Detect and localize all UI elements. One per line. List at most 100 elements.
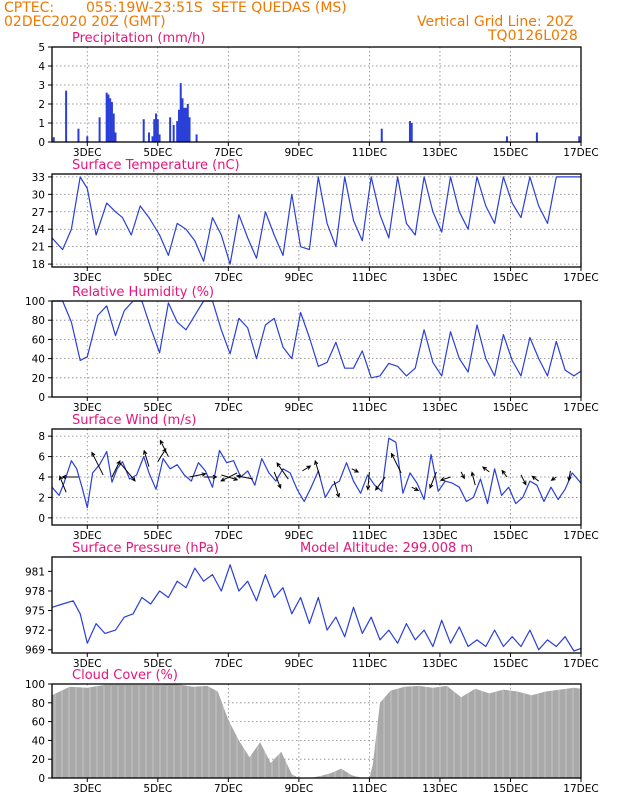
- wind-arrow: [189, 472, 207, 478]
- wind-arrow: [481, 466, 490, 473]
- precip-bar: [110, 102, 113, 142]
- y-tick-label: 3: [38, 80, 45, 92]
- wind-arrow: [429, 471, 437, 489]
- precip-bar: [86, 136, 89, 142]
- y-tick-label: 6: [38, 452, 45, 464]
- y-tick-label: 981: [25, 566, 45, 578]
- precip-bar: [535, 132, 538, 142]
- precip-bar: [185, 107, 188, 142]
- precip-bar: [179, 83, 182, 142]
- precip-bar: [52, 137, 55, 142]
- wind-arrow: [220, 472, 238, 482]
- y-tick-label: 20: [32, 373, 45, 385]
- x-tick-label: 11DEC: [352, 658, 387, 670]
- precip-bar: [176, 121, 179, 142]
- panel-note: Model Altitude: 299.008 m: [300, 541, 473, 556]
- wind-arrow: [118, 461, 136, 482]
- precip-bar: [177, 109, 180, 142]
- panel-frame: [51, 300, 582, 398]
- y-tick-label: 0: [38, 773, 45, 785]
- x-tick-label: 17DEC: [563, 783, 598, 795]
- header-model-code: TQ0126L028: [488, 28, 578, 44]
- y-tick-label: 40: [32, 735, 45, 747]
- precip-bar: [112, 113, 115, 142]
- wind-arrow: [531, 475, 539, 482]
- wind-arrow: [203, 474, 218, 480]
- y-tick-label: 4: [38, 61, 45, 73]
- precip-bar: [105, 92, 108, 142]
- x-tick-label: 15DEC: [493, 658, 528, 670]
- x-tick-label: 13DEC: [422, 783, 457, 795]
- wind-arrow: [314, 459, 321, 478]
- panel-frame: [51, 46, 582, 143]
- x-tick-label: 11DEC: [352, 530, 387, 542]
- y-tick-label: 40: [32, 354, 45, 366]
- x-tick-label: 3DEC: [73, 272, 102, 284]
- y-tick-label: 972: [25, 625, 45, 637]
- x-tick-label: 3DEC: [73, 658, 102, 670]
- y-tick-label: 100: [25, 296, 45, 308]
- x-tick-label: 5DEC: [143, 272, 172, 284]
- cloud-cover-area: [52, 684, 581, 778]
- y-tick-label: 4: [38, 472, 45, 484]
- x-tick-label: 11DEC: [352, 147, 387, 159]
- pres-line: [51, 564, 582, 652]
- x-tick-label: 15DEC: [493, 272, 528, 284]
- y-tick-label: 0: [38, 392, 45, 404]
- precip-bar: [186, 104, 189, 142]
- x-tick-label: 15DEC: [493, 147, 528, 159]
- wind-arrow: [391, 452, 402, 474]
- precip-bar: [114, 132, 117, 142]
- header-location: 055:19W-23:51S SETE QUEDAS (MS): [86, 0, 347, 16]
- precip-bar: [408, 121, 411, 142]
- precip-bar: [380, 128, 383, 142]
- wind-line: [51, 437, 582, 509]
- precip-bar: [172, 124, 175, 142]
- wind-arrow: [235, 474, 254, 480]
- precip-bar: [158, 134, 161, 142]
- y-tick-label: 0: [38, 137, 45, 149]
- wind-arrow: [501, 469, 508, 478]
- wind-arrow: [302, 465, 312, 472]
- precip-bar: [410, 123, 413, 142]
- header-org: CPTEC:: [4, 0, 55, 16]
- y-tick-label: 100: [25, 679, 45, 691]
- x-tick-label: 5DEC: [143, 658, 172, 670]
- wind-arrow: [411, 486, 420, 491]
- precip-bar: [156, 119, 159, 142]
- y-tick-label: 30: [32, 189, 45, 201]
- wind-arrow: [276, 462, 289, 480]
- x-tick-label: 7DEC: [214, 147, 243, 159]
- x-tick-label: 7DEC: [214, 658, 243, 670]
- panel-title: Surface Wind (m/s): [72, 413, 196, 428]
- wind-arrow: [58, 475, 67, 493]
- x-tick-label: 7DEC: [214, 530, 243, 542]
- wind-arrow: [91, 451, 104, 476]
- wind-arrow: [470, 471, 476, 486]
- x-tick-label: 17DEC: [563, 147, 598, 159]
- precip-bar: [195, 134, 198, 142]
- y-tick-label: 80: [32, 315, 45, 327]
- x-tick-label: 9DEC: [284, 272, 313, 284]
- precip-bar: [142, 119, 145, 142]
- y-tick-label: 1: [38, 118, 45, 130]
- y-tick-label: 27: [32, 207, 45, 219]
- x-tick-label: 9DEC: [284, 530, 313, 542]
- wind-arrow: [439, 476, 451, 482]
- x-tick-label: 9DEC: [284, 783, 313, 795]
- x-tick-label: 13DEC: [422, 147, 457, 159]
- panel-title: Surface Temperature (nC): [72, 158, 240, 173]
- x-tick-label: 5DEC: [143, 530, 172, 542]
- x-tick-label: 11DEC: [352, 783, 387, 795]
- x-tick-label: 9DEC: [284, 658, 313, 670]
- wind-arrow: [333, 480, 341, 499]
- wind-arrow: [61, 474, 79, 480]
- y-tick-label: 20: [32, 754, 45, 766]
- wind-arrow: [143, 449, 150, 467]
- panel-temp: 18 21 24 27 30 33 3DEC 5DEC 7DEC 9DEC 11DEC 13DEC 15…: [32, 158, 599, 284]
- y-tick-label: 2: [38, 492, 45, 504]
- wind-arrow: [159, 439, 169, 457]
- x-tick-label: 7DEC: [214, 272, 243, 284]
- x-tick-label: 7DEC: [214, 402, 243, 414]
- x-tick-label: 5DEC: [143, 402, 172, 414]
